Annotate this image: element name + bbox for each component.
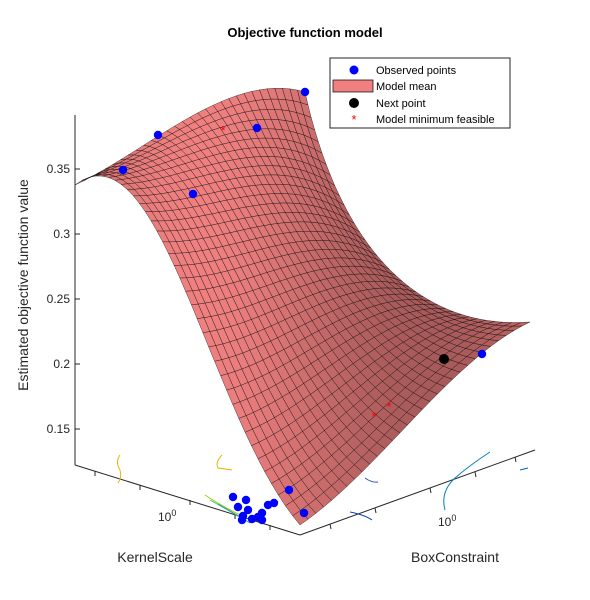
z-tick-label: 0.2 xyxy=(53,357,70,371)
x-axis-label: KernelScale xyxy=(117,549,193,565)
model-mean-surface xyxy=(74,88,531,526)
observed-point xyxy=(477,349,487,359)
x-tick-label: 100 xyxy=(158,508,176,524)
legend-observed-icon xyxy=(349,65,359,75)
y-tick-label: 100 xyxy=(438,513,456,529)
z-tick-label: 0.15 xyxy=(47,422,71,436)
model-minimum-marker: * xyxy=(386,399,391,414)
legend-model-min-label: Model minimum feasible xyxy=(376,114,495,126)
observed-point xyxy=(300,87,310,97)
model-minimum-marker: * xyxy=(371,409,376,424)
observed-point xyxy=(237,515,247,525)
observed-point xyxy=(241,495,251,505)
observed-point xyxy=(153,130,163,140)
legend-model-mean-icon xyxy=(332,79,374,93)
chart-title: Objective function model xyxy=(227,25,382,40)
z-ticks: 0.15 0.2 0.25 0.3 0.35 xyxy=(47,162,80,436)
observed-point xyxy=(257,515,267,525)
observed-point xyxy=(284,485,294,495)
observed-point xyxy=(257,508,267,518)
z-axis-label: Estimated objective function value xyxy=(15,179,31,391)
legend-model-mean-label: Model mean xyxy=(376,81,437,93)
observed-point xyxy=(299,508,309,518)
next-point xyxy=(439,354,449,364)
observed-point xyxy=(233,502,243,512)
observed-point xyxy=(118,165,128,175)
y-ticks xyxy=(329,456,517,530)
model-minimum-marker: * xyxy=(220,123,225,138)
z-tick-label: 0.35 xyxy=(47,162,71,176)
x-axis-line xyxy=(74,464,301,536)
surface-patch xyxy=(512,321,531,327)
legend-box xyxy=(329,57,511,129)
legend-next-point-label: Next point xyxy=(376,98,426,110)
y-axis-line xyxy=(299,449,536,536)
x-ticks xyxy=(94,471,271,530)
legend-next-point-icon xyxy=(349,98,359,108)
observed-point xyxy=(188,189,198,199)
legend-model-min-icon: * xyxy=(351,112,356,127)
observed-point xyxy=(252,123,262,133)
z-tick-label: 0.25 xyxy=(47,292,71,306)
observed-point xyxy=(269,498,279,508)
markers: * * * xyxy=(118,87,487,525)
z-tick-label: 0.3 xyxy=(53,227,70,241)
legend: Observed points Model mean Next point * … xyxy=(329,57,511,129)
observed-point xyxy=(243,505,253,515)
y-axis-label: BoxConstraint xyxy=(411,549,499,565)
legend-observed-label: Observed points xyxy=(376,65,457,77)
observed-point xyxy=(228,492,238,502)
